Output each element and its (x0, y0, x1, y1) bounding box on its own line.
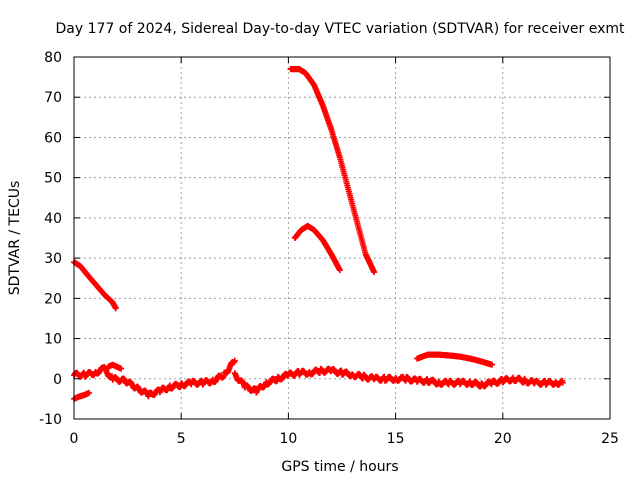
plot-border (73, 56, 611, 420)
y-tick-label: 60 (44, 130, 62, 146)
y-tick-label: -10 (39, 412, 62, 428)
x-tick-label: 15 (387, 431, 405, 447)
data-point (559, 379, 566, 386)
x-tick-label: 20 (494, 431, 512, 447)
data-point (489, 361, 496, 368)
series-arc-3 (287, 66, 378, 276)
data-point (336, 267, 343, 274)
x-tick-label: 10 (279, 431, 297, 447)
x-axis-label: GPS time / hours (281, 459, 398, 475)
data-point (118, 365, 125, 372)
data-point (86, 389, 93, 396)
y-tick-label: 10 (44, 332, 62, 348)
series-arc-1 (71, 259, 119, 312)
series-arc-4 (414, 351, 496, 368)
chart-title: Day 177 of 2024, Sidereal Day-to-day VTE… (56, 21, 626, 37)
data-point (371, 269, 378, 276)
x-tick-label: 25 (601, 431, 619, 447)
y-axis-label: SDTVAR / TECUs (7, 181, 23, 296)
x-tick-label: 0 (70, 431, 79, 447)
y-tick-label: 40 (44, 211, 62, 227)
series-arc-2 (291, 222, 343, 274)
x-tick-label: 5 (177, 431, 186, 447)
data-point (112, 305, 119, 312)
grid (74, 57, 610, 419)
y-tick-label: 0 (53, 372, 62, 388)
series-arc-8 (105, 361, 125, 372)
series-arc-6 (71, 357, 238, 400)
y-tick-label: 80 (44, 50, 62, 66)
series-arc-7 (231, 365, 566, 396)
data-points (71, 66, 566, 402)
y-tick-label: 20 (44, 291, 62, 307)
series-arc-5 (71, 389, 93, 402)
y-tick-label: 30 (44, 251, 62, 267)
y-tick-label: 50 (44, 171, 62, 187)
data-point (231, 357, 238, 364)
ticks: 0 5 10 15 20 25 -10 0 10 20 30 40 50 60 70 80 (39, 50, 619, 447)
y-tick-label: 70 (44, 90, 62, 106)
